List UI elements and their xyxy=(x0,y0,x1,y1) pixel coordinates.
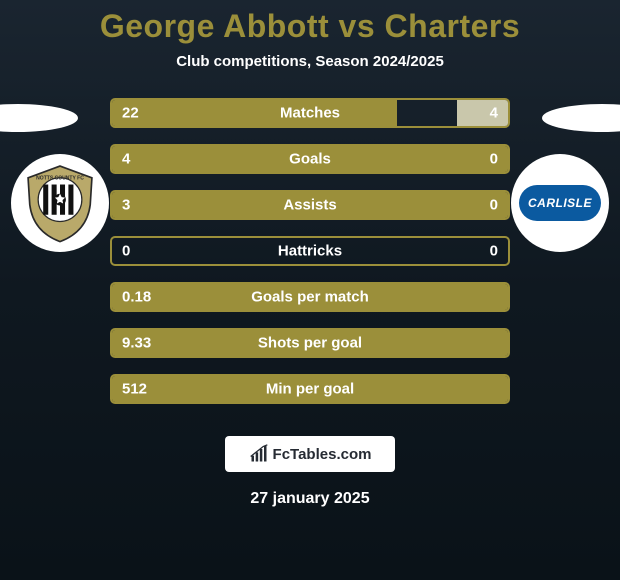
right-side: CARLISLE xyxy=(500,98,620,252)
right-ellipse xyxy=(542,104,620,132)
left-side: NOTTS COUNTY FC xyxy=(0,98,120,252)
bar-value-right: 0 xyxy=(490,197,498,214)
bar-fill-left xyxy=(112,192,508,218)
bar-fill-left xyxy=(112,146,508,172)
stat-bars: 224Matches40Goals30Assists00Hattricks0.1… xyxy=(110,98,510,404)
bar-fill-left xyxy=(112,100,397,126)
bar-value-right: 0 xyxy=(490,243,498,260)
stat-bar: 40Goals xyxy=(110,144,510,174)
bar-value-left: 22 xyxy=(122,105,139,122)
bar-value-left: 4 xyxy=(122,151,130,168)
carlisle-text: CARLISLE xyxy=(528,196,592,210)
bar-value-left: 512 xyxy=(122,381,147,398)
svg-text:NOTTS COUNTY FC: NOTTS COUNTY FC xyxy=(36,175,84,181)
stat-bar: 30Assists xyxy=(110,190,510,220)
comparison-card: George Abbott vs Charters Club competiti… xyxy=(0,0,620,580)
bar-value-left: 0 xyxy=(122,243,130,260)
bar-value-left: 0.18 xyxy=(122,289,151,306)
stat-bar: 512Min per goal xyxy=(110,374,510,404)
bar-label: Hattricks xyxy=(112,243,508,260)
right-team-badge: CARLISLE xyxy=(511,154,609,252)
footer-brand[interactable]: FcTables.com xyxy=(225,436,395,472)
main-area: NOTTS COUNTY FC CARLISLE 224Matches40Goa… xyxy=(0,98,620,418)
stat-bar: 9.33Shots per goal xyxy=(110,328,510,358)
notts-county-crest-icon: NOTTS COUNTY FC xyxy=(18,161,102,245)
chart-icon xyxy=(249,444,269,464)
page-title: George Abbott vs Charters xyxy=(0,8,620,45)
subtitle: Club competitions, Season 2024/2025 xyxy=(0,53,620,70)
bar-value-right: 4 xyxy=(490,105,498,122)
bar-value-left: 3 xyxy=(122,197,130,214)
bar-fill-right xyxy=(457,100,508,126)
left-ellipse xyxy=(0,104,78,132)
bar-value-right: 0 xyxy=(490,151,498,168)
bar-fill-left xyxy=(112,330,508,356)
date-text: 27 january 2025 xyxy=(0,490,620,508)
bar-fill-left xyxy=(112,284,508,310)
carlisle-pill: CARLISLE xyxy=(519,185,601,221)
left-team-badge: NOTTS COUNTY FC xyxy=(11,154,109,252)
stat-bar: 224Matches xyxy=(110,98,510,128)
footer-brand-text: FcTables.com xyxy=(273,446,372,463)
bar-value-left: 9.33 xyxy=(122,335,151,352)
stat-bar: 0.18Goals per match xyxy=(110,282,510,312)
bar-fill-left xyxy=(112,376,508,402)
stat-bar: 0 0Hattricks xyxy=(110,236,510,266)
